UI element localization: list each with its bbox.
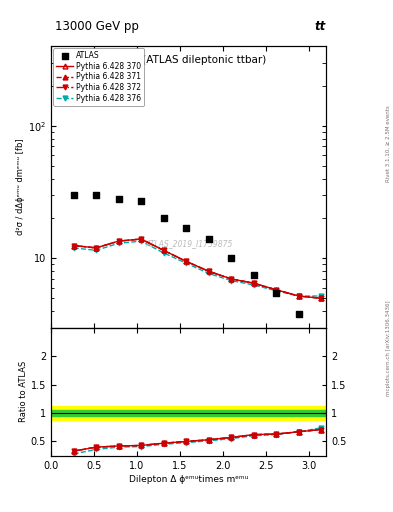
Pythia 6.428 370: [139, 236, 143, 242]
Pythia 6.428 376: [71, 245, 76, 251]
Pythia 6.428 376: [94, 247, 99, 253]
Line: Pythia 6.428 376: Pythia 6.428 376: [71, 239, 323, 298]
Pythia 6.428 376: [161, 250, 166, 256]
Pythia 6.428 372: [274, 287, 279, 293]
Text: ATLAS_2019_I1759875: ATLAS_2019_I1759875: [145, 239, 232, 248]
Pythia 6.428 370: [94, 245, 99, 251]
Pythia 6.428 370: [274, 287, 279, 293]
Pythia 6.428 372: [184, 258, 189, 264]
Pythia 6.428 376: [251, 282, 256, 288]
Pythia 6.428 370: [229, 276, 233, 282]
ATLAS: [206, 235, 212, 243]
Pythia 6.428 376: [206, 270, 211, 276]
Pythia 6.428 376: [184, 260, 189, 266]
Pythia 6.428 371: [296, 293, 301, 299]
ATLAS: [138, 197, 144, 205]
Pythia 6.428 372: [161, 247, 166, 253]
Text: tt: tt: [315, 20, 326, 33]
Pythia 6.428 371: [94, 245, 99, 251]
X-axis label: Dilepton Δ ϕᵉᵐᵘtimes mᵉᵐᵘ: Dilepton Δ ϕᵉᵐᵘtimes mᵉᵐᵘ: [129, 475, 248, 484]
Line: Pythia 6.428 372: Pythia 6.428 372: [71, 237, 323, 301]
Pythia 6.428 376: [116, 240, 121, 246]
Y-axis label: d²σ / dΔϕᵉᵐᵘ dmᵉᵐᵘ [fb]: d²σ / dΔϕᵉᵐᵘ dmᵉᵐᵘ [fb]: [17, 139, 26, 235]
Pythia 6.428 370: [116, 238, 121, 244]
Pythia 6.428 370: [319, 295, 323, 302]
Pythia 6.428 371: [184, 258, 189, 264]
Pythia 6.428 372: [139, 236, 143, 242]
Pythia 6.428 372: [116, 238, 121, 244]
ATLAS: [70, 191, 77, 199]
Pythia 6.428 370: [251, 280, 256, 286]
Pythia 6.428 370: [184, 258, 189, 264]
Line: Pythia 6.428 371: Pythia 6.428 371: [71, 237, 323, 301]
Pythia 6.428 372: [94, 245, 99, 251]
Pythia 6.428 371: [229, 276, 233, 282]
Pythia 6.428 370: [161, 247, 166, 253]
Pythia 6.428 370: [71, 243, 76, 249]
Pythia 6.428 371: [71, 243, 76, 249]
Pythia 6.428 372: [206, 268, 211, 274]
Bar: [51, 406, 326, 420]
Pythia 6.428 371: [116, 238, 121, 244]
ATLAS: [183, 224, 189, 232]
ATLAS: [228, 254, 234, 263]
ATLAS: [296, 310, 302, 318]
ATLAS: [160, 215, 167, 223]
Pythia 6.428 372: [71, 243, 76, 249]
Line: Pythia 6.428 370: Pythia 6.428 370: [71, 237, 323, 301]
Pythia 6.428 372: [319, 295, 323, 302]
ATLAS: [318, 328, 324, 336]
Pythia 6.428 376: [296, 293, 301, 299]
Pythia 6.428 370: [206, 268, 211, 274]
Text: Δϕ(ll) (ATLAS dileptonic ttbar): Δϕ(ll) (ATLAS dileptonic ttbar): [111, 55, 266, 65]
Pythia 6.428 371: [251, 280, 256, 286]
Pythia 6.428 376: [139, 238, 143, 244]
Pythia 6.428 371: [206, 268, 211, 274]
Pythia 6.428 371: [319, 295, 323, 302]
Bar: [51, 410, 326, 416]
Pythia 6.428 376: [274, 288, 279, 294]
Legend: ATLAS, Pythia 6.428 370, Pythia 6.428 371, Pythia 6.428 372, Pythia 6.428 376: ATLAS, Pythia 6.428 370, Pythia 6.428 37…: [53, 48, 145, 105]
Pythia 6.428 372: [229, 276, 233, 282]
Text: 13000 GeV pp: 13000 GeV pp: [55, 20, 139, 33]
Text: Rivet 3.1.10, ≥ 2.5M events: Rivet 3.1.10, ≥ 2.5M events: [386, 105, 391, 182]
Y-axis label: Ratio to ATLAS: Ratio to ATLAS: [19, 361, 28, 422]
ATLAS: [250, 271, 257, 279]
Pythia 6.428 371: [274, 287, 279, 293]
Pythia 6.428 376: [319, 293, 323, 299]
Pythia 6.428 372: [296, 293, 301, 299]
ATLAS: [116, 195, 122, 203]
Pythia 6.428 376: [229, 278, 233, 284]
ATLAS: [273, 289, 279, 297]
Pythia 6.428 371: [139, 236, 143, 242]
ATLAS: [93, 191, 99, 199]
Pythia 6.428 371: [161, 247, 166, 253]
Text: mcplots.cern.ch [arXiv:1306.3436]: mcplots.cern.ch [arXiv:1306.3436]: [386, 301, 391, 396]
Pythia 6.428 370: [296, 293, 301, 299]
Pythia 6.428 372: [251, 280, 256, 286]
